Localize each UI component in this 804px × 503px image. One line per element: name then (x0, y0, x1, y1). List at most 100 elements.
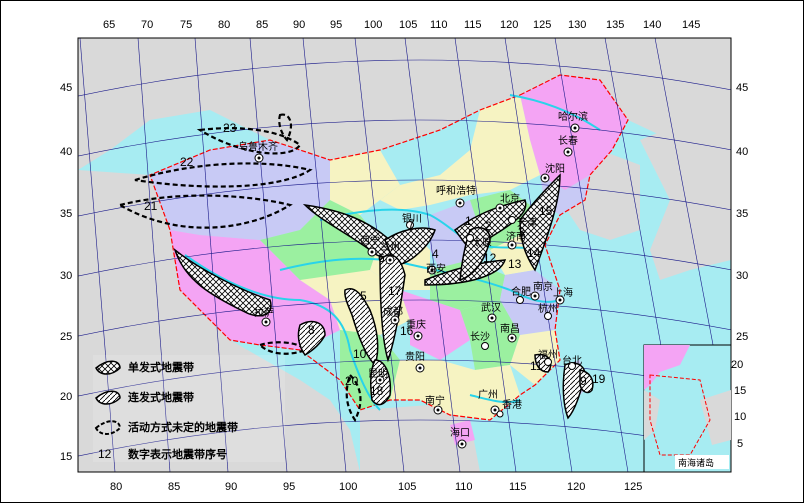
svg-text:单发式地震带: 单发式地震带 (128, 360, 194, 374)
city-taipei: 台北 (562, 354, 582, 370)
svg-text:太原: 太原 (472, 236, 492, 249)
svg-text:65: 65 (103, 19, 115, 31)
svg-text:13: 13 (508, 257, 522, 271)
province-hainan (450, 420, 475, 445)
svg-text:2: 2 (485, 219, 492, 233)
svg-text:成都: 成都 (383, 306, 403, 318)
city-urumqi: 乌鲁木齐 (238, 140, 278, 163)
city-hangzhou: 杭州 (538, 302, 558, 320)
hatched-zone-tanlu (519, 173, 561, 272)
svg-text:哈尔滨: 哈尔滨 (558, 110, 588, 123)
svg-text:80: 80 (218, 19, 230, 31)
city-shanghai: 上海 (553, 286, 573, 305)
svg-text:10: 10 (353, 347, 367, 361)
map-border (77, 37, 732, 473)
dashed-zone-tibet-south (257, 341, 307, 355)
city-xining: 西宁 (360, 234, 380, 257)
svg-text:85: 85 (256, 19, 268, 31)
river-yellow (319, 208, 541, 251)
diag-zone-sichuan (379, 254, 406, 363)
city-lhasa: 拉萨 (254, 306, 274, 327)
legend-single: 单发式地震带 (95, 360, 194, 375)
svg-text:115: 115 (509, 481, 527, 493)
svg-text:30: 30 (736, 270, 748, 282)
svg-text:30: 30 (60, 270, 72, 282)
svg-text:4: 4 (432, 247, 439, 261)
bottom-ticks: 80 85 90 95 100 105 110 115 120 125 (110, 481, 642, 493)
zone-number-labels: 23 22 21 5 4 6 7 8 9 10 11 12 13 14 15 1… (144, 121, 606, 398)
svg-text:贵阳: 贵阳 (405, 350, 425, 363)
province-inner-mongolia (380, 95, 540, 210)
top-ticks: 65 70 75 80 85 90 95 100 105 110 115 120… (103, 19, 700, 31)
province-jiangxi (460, 300, 520, 370)
city-taiyuan: 太原 (466, 234, 492, 249)
svg-text:115: 115 (464, 19, 482, 31)
river-amur (509, 94, 601, 131)
city-markers: 哈尔滨 长春 沈阳 呼和浩特 北京 天津 银川 兰州 西宁 西安 太原 济南 南… (238, 110, 588, 449)
city-chongqing: 重庆 (406, 318, 426, 341)
city-haikou: 海口 (450, 426, 470, 449)
svg-text:7: 7 (408, 217, 415, 231)
svg-text:长沙: 长沙 (470, 331, 490, 343)
svg-text:120: 120 (567, 481, 585, 493)
svg-text:西宁: 西宁 (360, 234, 380, 247)
dashed-zone-small (278, 113, 293, 142)
dashed-zone-22 (134, 162, 313, 188)
land-japan (640, 110, 731, 280)
svg-text:长春: 长春 (558, 135, 578, 147)
svg-text:连发式地震带: 连发式地震带 (128, 390, 194, 404)
svg-text:15: 15 (60, 451, 72, 463)
city-guangzhou: 广州 (478, 389, 500, 415)
svg-text:9: 9 (580, 374, 587, 388)
province-jiangsu-anhui (500, 270, 560, 335)
svg-text:呼和浩特: 呼和浩特 (436, 185, 476, 197)
svg-text:3: 3 (518, 225, 525, 239)
svg-text:15: 15 (734, 385, 746, 397)
svg-text:35: 35 (60, 208, 72, 220)
svg-text:武汉: 武汉 (481, 301, 501, 314)
svg-text:135: 135 (606, 19, 624, 31)
svg-text:10: 10 (734, 411, 746, 423)
svg-text:105: 105 (398, 481, 416, 493)
river-yarlung (184, 254, 381, 411)
svg-text:拉萨: 拉萨 (254, 306, 274, 319)
svg-text:20: 20 (345, 374, 359, 388)
svg-text:90: 90 (225, 481, 237, 493)
city-yinchuan: 银川 (402, 212, 422, 229)
river-pearl (469, 394, 521, 404)
svg-text:15: 15 (539, 204, 553, 218)
svg-text:杭州: 杭州 (538, 302, 558, 315)
svg-text:5: 5 (360, 289, 367, 303)
svg-text:105: 105 (399, 19, 417, 31)
svg-text:145: 145 (682, 19, 700, 31)
city-fuzhou: 福州 (538, 348, 558, 366)
province-gansu-north (330, 150, 400, 215)
city-jinan: 济南 (506, 230, 526, 250)
left-ticks: 45 40 35 30 25 20 15 (60, 82, 72, 463)
svg-text:75: 75 (180, 19, 192, 31)
svg-text:35: 35 (736, 208, 748, 220)
svg-text:23: 23 (223, 121, 237, 135)
legend: 单发式地震带 连发式地震带 活动方式未定的地震带 12 数字表示地震带序号 (93, 355, 285, 462)
city-changsha: 长沙 (470, 331, 490, 350)
province-guizhou-hunan (400, 290, 470, 360)
svg-text:100: 100 (339, 481, 357, 493)
svg-text:21: 21 (144, 199, 158, 213)
national-border (149, 74, 629, 421)
svg-text:6: 6 (378, 251, 385, 265)
legend-continuous: 连发式地震带 (95, 390, 194, 405)
svg-text:银川: 银川 (402, 212, 422, 225)
diag-zone-19 (579, 369, 594, 394)
city-nanning: 南宁 (425, 394, 445, 415)
svg-text:香港: 香港 (502, 399, 522, 411)
svg-text:福州: 福州 (538, 348, 558, 361)
svg-text:17: 17 (388, 284, 402, 298)
svg-text:重庆: 重庆 (406, 318, 426, 331)
svg-text:140: 140 (643, 19, 661, 31)
svg-text:北京: 北京 (500, 192, 520, 205)
south-china-sea-inset: 20 15 10 5 南海诸岛 (643, 344, 746, 473)
province-guangxi-guangdong (390, 360, 520, 420)
svg-text:14: 14 (527, 246, 541, 260)
svg-text:85: 85 (168, 481, 180, 493)
